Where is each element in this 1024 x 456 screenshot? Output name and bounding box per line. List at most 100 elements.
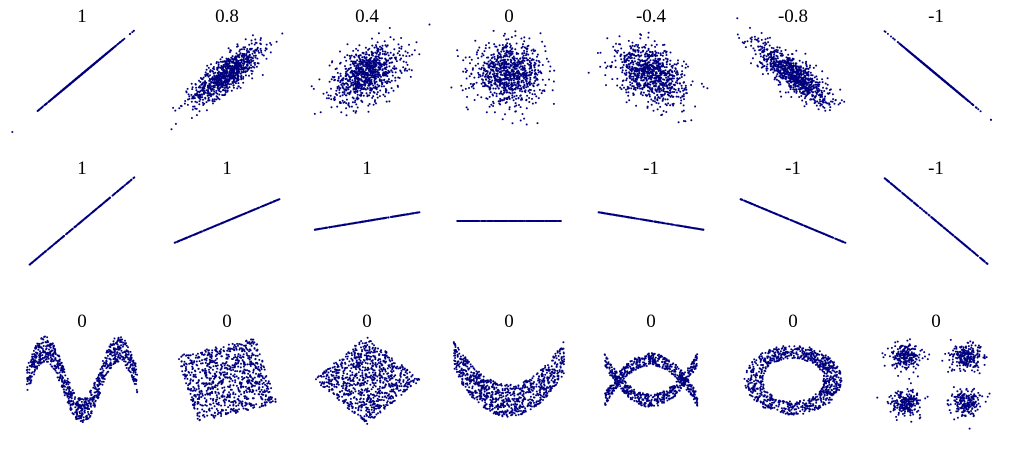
data-point xyxy=(766,37,769,40)
data-point xyxy=(358,60,361,63)
data-point xyxy=(361,58,364,61)
data-point xyxy=(655,43,658,46)
data-point xyxy=(534,80,537,82)
data-point xyxy=(641,79,644,82)
data-point xyxy=(623,72,626,75)
data-point xyxy=(384,53,386,56)
data-point xyxy=(663,50,666,53)
data-point xyxy=(387,91,390,94)
data-point xyxy=(221,60,224,63)
data-point xyxy=(473,76,476,79)
data-point xyxy=(406,69,409,72)
data-point xyxy=(198,100,201,103)
data-point xyxy=(518,76,521,79)
data-point xyxy=(251,52,254,55)
data-point xyxy=(355,97,358,100)
data-point xyxy=(637,51,640,53)
data-point xyxy=(493,58,496,60)
data-point xyxy=(625,88,627,91)
data-point xyxy=(821,70,824,73)
data-point xyxy=(649,77,652,80)
data-point xyxy=(264,49,267,52)
data-point xyxy=(65,85,68,88)
data-point xyxy=(366,72,369,75)
data-point xyxy=(492,29,495,32)
data-point xyxy=(502,34,505,37)
data-point xyxy=(498,63,501,66)
data-point xyxy=(225,67,228,70)
data-point xyxy=(627,59,630,62)
data-point xyxy=(486,76,489,79)
data-point xyxy=(381,48,384,51)
data-point xyxy=(662,44,664,46)
data-point xyxy=(210,81,213,84)
data-point xyxy=(226,62,229,65)
data-point xyxy=(619,55,622,58)
data-point xyxy=(478,46,481,49)
data-point xyxy=(238,50,241,53)
data-point xyxy=(219,86,222,89)
data-point xyxy=(240,58,243,61)
data-point xyxy=(328,80,331,83)
data-point xyxy=(333,99,336,102)
data-point xyxy=(516,65,519,68)
data-point xyxy=(492,94,494,97)
data-point xyxy=(342,77,345,80)
data-point xyxy=(236,61,239,64)
data-point xyxy=(654,77,657,80)
data-point xyxy=(237,75,240,78)
data-point xyxy=(464,56,467,59)
data-point xyxy=(240,70,243,73)
data-point xyxy=(208,77,211,80)
data-point xyxy=(654,79,657,82)
data-point xyxy=(551,89,554,92)
data-point xyxy=(518,72,521,75)
data-point xyxy=(373,74,376,77)
data-point xyxy=(644,52,647,55)
data-point xyxy=(503,66,506,69)
data-point xyxy=(351,61,354,63)
data-point xyxy=(618,43,621,46)
data-point xyxy=(466,95,469,98)
data-point xyxy=(345,107,348,110)
data-point xyxy=(756,64,759,67)
data-point xyxy=(548,70,551,73)
data-point xyxy=(631,82,634,85)
data-point xyxy=(641,50,644,53)
data-point xyxy=(650,53,653,56)
data-point xyxy=(659,78,662,80)
data-point xyxy=(536,78,539,81)
data-point xyxy=(606,65,609,68)
data-point xyxy=(496,57,499,60)
data-point xyxy=(246,51,249,54)
data-point xyxy=(331,61,333,64)
data-point xyxy=(503,97,506,100)
data-point xyxy=(344,65,346,68)
data-point xyxy=(327,97,330,100)
data-point xyxy=(513,81,516,84)
data-point xyxy=(685,92,688,95)
scatter-panel: -0.8 xyxy=(736,6,846,112)
data-point xyxy=(222,88,225,91)
data-point xyxy=(312,87,315,90)
data-point xyxy=(191,86,194,89)
data-point xyxy=(504,102,507,104)
data-point xyxy=(325,97,328,100)
data-point xyxy=(514,72,517,75)
data-point xyxy=(202,76,205,79)
data-point xyxy=(675,95,678,98)
data-point xyxy=(661,54,664,57)
data-point xyxy=(536,73,539,76)
data-point xyxy=(672,102,675,105)
data-point xyxy=(368,94,371,97)
data-point xyxy=(749,26,751,29)
data-point xyxy=(48,100,50,103)
data-point xyxy=(231,64,234,67)
data-point xyxy=(355,53,357,56)
data-point xyxy=(517,74,520,77)
data-point xyxy=(632,75,635,78)
data-point xyxy=(496,54,499,57)
data-point xyxy=(648,95,651,98)
data-point xyxy=(235,80,238,83)
data-point xyxy=(627,94,630,97)
